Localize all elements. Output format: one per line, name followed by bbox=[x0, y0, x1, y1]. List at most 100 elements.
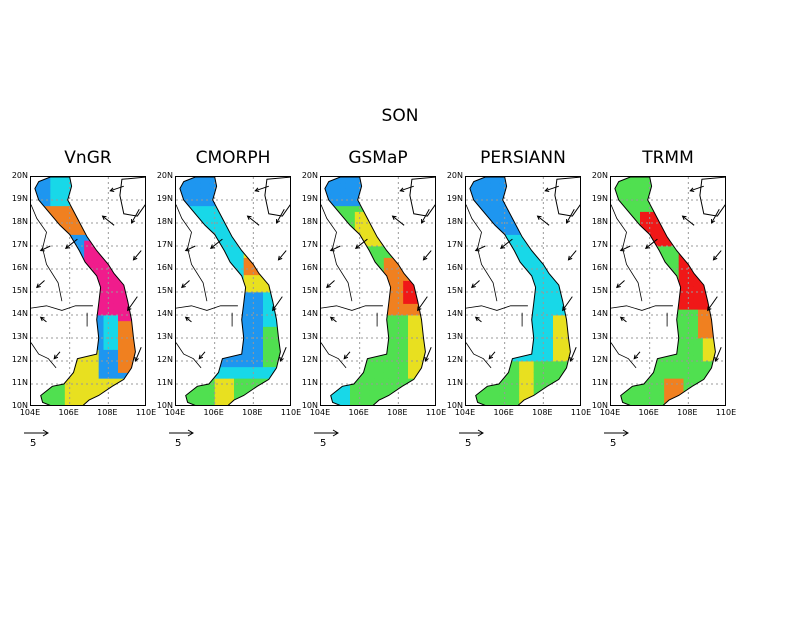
lat-tick-label: 16N bbox=[446, 263, 463, 272]
wind-vector-head bbox=[422, 255, 428, 261]
wind-vector-head bbox=[707, 306, 712, 312]
wind-vector bbox=[343, 351, 351, 360]
lat-tick-label: 10N bbox=[301, 401, 318, 410]
wind-vector-head bbox=[127, 306, 132, 312]
wind-vector bbox=[330, 245, 341, 252]
wind-vector-head bbox=[681, 215, 687, 220]
lat-tick-label: 14N bbox=[591, 309, 608, 318]
wind-vector-head bbox=[474, 316, 480, 322]
lat-tick-label: 19N bbox=[446, 194, 463, 203]
lat-tick-label: 20N bbox=[301, 171, 318, 180]
map-panel-cmorph: CMORPH 20N 19N 18N 17N 16N 15N 14N 13N 12N 11N 10N 1… bbox=[145, 148, 301, 458]
lat-tick-label: 20N bbox=[156, 171, 173, 180]
country-border bbox=[321, 305, 383, 311]
wind-vector bbox=[714, 347, 722, 362]
wind-vector-head bbox=[209, 244, 215, 249]
lat-tick-label: 16N bbox=[11, 263, 28, 272]
wind-vector-head bbox=[488, 354, 494, 360]
wind-vector bbox=[65, 238, 78, 249]
panel-title: PERSIANN bbox=[480, 148, 566, 168]
lat-tick-label: 17N bbox=[301, 240, 318, 249]
country-border bbox=[31, 305, 93, 311]
wind-vector-head bbox=[424, 356, 429, 362]
wind-vector bbox=[488, 351, 496, 360]
lat-tick-label: 13N bbox=[301, 332, 318, 341]
panel-title: TRMM bbox=[642, 148, 694, 168]
map-frame bbox=[175, 176, 291, 406]
country-border bbox=[176, 305, 238, 311]
lon-tick-label: 108E bbox=[242, 408, 263, 417]
lon-tick-label: 110E bbox=[425, 408, 447, 417]
map-panel-gsmap: GSMaP 20N 19N 18N 17N 16N 15N 14N 13N 12N 11N 10N 10… bbox=[290, 148, 446, 458]
country-border bbox=[466, 305, 528, 311]
lat-tick-label: 12N bbox=[301, 355, 318, 364]
wind-vector bbox=[400, 185, 414, 192]
lon-tick-label: 106E bbox=[493, 408, 514, 417]
lat-tick-label: 11N bbox=[301, 378, 318, 387]
wind-vector-head bbox=[536, 215, 542, 220]
wind-vector-head bbox=[184, 316, 190, 322]
country-border bbox=[321, 342, 347, 369]
lat-tick-label: 14N bbox=[11, 309, 28, 318]
lon-tick-label: 104E bbox=[599, 408, 621, 417]
lon-tick-label: 108E bbox=[97, 408, 118, 417]
wind-vector bbox=[569, 347, 577, 362]
wind-vector-head bbox=[53, 354, 59, 360]
wind-vector bbox=[566, 208, 575, 224]
wind-vector-head bbox=[279, 356, 284, 362]
wind-vector-head bbox=[566, 218, 571, 224]
coastline bbox=[179, 177, 281, 405]
wind-vector-head bbox=[499, 244, 505, 249]
wind-vector bbox=[424, 347, 432, 362]
wind-vector-head bbox=[101, 215, 107, 220]
lat-tick-label: 15N bbox=[591, 286, 608, 295]
wind-vector-head bbox=[714, 356, 719, 362]
hainan-coastline bbox=[699, 177, 725, 217]
wind-vector bbox=[537, 215, 550, 226]
lon-tick-label: 110E bbox=[280, 408, 302, 417]
wind-vector-head bbox=[712, 255, 718, 261]
wind-vector bbox=[633, 351, 641, 360]
wind-vector bbox=[279, 347, 287, 362]
lat-tick-label: 11N bbox=[446, 378, 463, 387]
wind-vector-head bbox=[399, 187, 405, 192]
wind-vector bbox=[102, 215, 115, 226]
lat-tick-label: 17N bbox=[11, 240, 28, 249]
lat-tick-label: 17N bbox=[156, 240, 173, 249]
wind-vector-head bbox=[277, 255, 283, 261]
lat-tick-label: 20N bbox=[11, 171, 28, 180]
hainan-coastline bbox=[409, 177, 435, 217]
wind-vector bbox=[690, 185, 704, 192]
lat-tick-label: 10N bbox=[446, 401, 463, 410]
reference-arrow-icon bbox=[169, 429, 194, 437]
lat-tick-label: 11N bbox=[156, 378, 173, 387]
lat-tick-label: 19N bbox=[591, 194, 608, 203]
wind-vector bbox=[272, 296, 283, 311]
lat-tick-label: 13N bbox=[156, 332, 173, 341]
country-border bbox=[611, 305, 673, 311]
lat-tick-label: 14N bbox=[301, 309, 318, 318]
wind-vector bbox=[278, 250, 287, 261]
lon-tick-label: 110E bbox=[570, 408, 592, 417]
coastline bbox=[324, 177, 426, 405]
map-frame bbox=[465, 176, 581, 406]
lat-tick-label: 10N bbox=[591, 401, 608, 410]
coastline bbox=[34, 177, 136, 405]
lat-tick-label: 14N bbox=[156, 309, 173, 318]
lat-tick-label: 16N bbox=[301, 263, 318, 272]
wind-vector bbox=[707, 296, 718, 311]
lat-tick-label: 12N bbox=[446, 355, 463, 364]
lat-tick-label: 18N bbox=[446, 217, 463, 226]
wind-vector-head bbox=[391, 215, 397, 220]
wind-vector-head bbox=[567, 255, 573, 261]
lat-tick-label: 18N bbox=[156, 217, 173, 226]
lat-tick-label: 20N bbox=[591, 171, 608, 180]
wind-vector bbox=[682, 215, 695, 226]
lat-tick-label: 11N bbox=[11, 378, 28, 387]
country-border bbox=[466, 342, 492, 369]
lon-tick-label: 104E bbox=[164, 408, 186, 417]
rainfall-map bbox=[176, 177, 290, 405]
reference-vector-label: 5 bbox=[30, 438, 37, 449]
rainfall-map bbox=[611, 177, 725, 405]
wind-vector bbox=[40, 245, 51, 252]
